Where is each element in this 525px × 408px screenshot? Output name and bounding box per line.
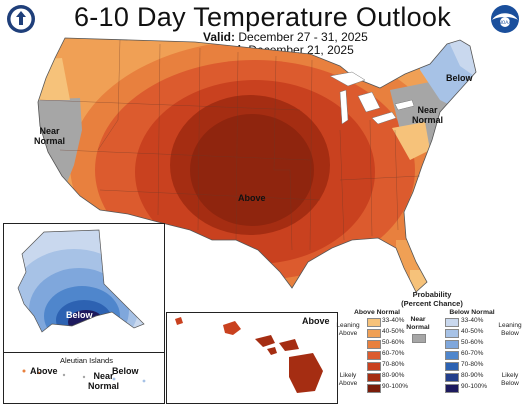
legend-below-swatch <box>445 351 459 360</box>
map-label-above-aleutian: Above <box>30 366 58 376</box>
legend-above-bin-label: 50-60% <box>382 339 405 346</box>
legend-above-bin-label: 40-50% <box>382 328 405 335</box>
legend-above-bin-label: 60-70% <box>382 350 405 357</box>
legend-leaning-below: Leaning Below <box>498 322 522 337</box>
legend-above-header: Above Normal <box>353 309 401 316</box>
map-label-near-normal-aleutian: Near Normal <box>88 371 120 391</box>
map-label-below-northeast: Below <box>446 73 473 83</box>
valid-label: Valid: <box>203 30 236 44</box>
legend: Probability (Percent Chance) Above Norma… <box>336 290 525 405</box>
legend-below-bin-label: 90-100% <box>461 383 488 390</box>
hawaii-map <box>175 317 323 393</box>
hawaii-inset <box>166 312 338 404</box>
legend-above-swatch <box>367 373 381 382</box>
aleutian-map <box>22 369 146 383</box>
legend-above-bin-label: 33-40% <box>382 317 405 324</box>
alaska-inset <box>3 223 165 353</box>
noaa-logo-icon: NOAA <box>491 5 519 33</box>
legend-below-bin-label: 40-50% <box>461 328 484 335</box>
legend-above-bin-label: 80-90% <box>382 372 405 379</box>
legend-below-swatch <box>445 318 459 327</box>
legend-below-bin-label: 60-70% <box>461 350 484 357</box>
map-label-near-normal-northeast: Near Normal <box>412 105 444 125</box>
legend-above-swatch <box>367 362 381 371</box>
legend-above-bin-label: 90-100% <box>382 383 409 390</box>
legend-below-swatch <box>445 384 459 393</box>
legend-above-swatch <box>367 340 381 349</box>
doc-seal-icon <box>7 5 35 33</box>
map-label-aleutian-islands: Aleutian Islands <box>60 356 113 365</box>
map-title: 6-10 Day Temperature Outlook <box>73 2 452 32</box>
legend-likely-below: Likely Below <box>501 372 519 387</box>
map-label-near-normal-west: Near Normal <box>34 126 66 146</box>
valid-dates: December 27 - 31, 2025 <box>238 30 368 44</box>
legend-title: Probability (Percent Chance) <box>401 290 463 308</box>
legend-below-swatch <box>445 329 459 338</box>
legend-below-swatch <box>445 373 459 382</box>
legend-above-bin-label: 70-80% <box>382 361 405 368</box>
alaska-map <box>17 229 145 333</box>
legend-below-bin-label: 50-60% <box>461 339 484 346</box>
legend-below-bin-label: 33-40% <box>461 317 484 324</box>
legend-near-swatch <box>412 334 426 343</box>
legend-below-bin-label: 70-80% <box>461 361 484 368</box>
legend-likely-above: Likely Above <box>338 372 358 387</box>
map-label-above-hawaii: Above <box>302 316 330 326</box>
map-label-above-center: Above <box>238 193 266 203</box>
legend-above-swatch <box>367 329 381 338</box>
legend-leaning-above: Leaning Above <box>336 322 360 337</box>
legend-above-swatch <box>367 384 381 393</box>
legend-near-header: Near Normal <box>406 316 430 331</box>
legend-above-swatch <box>367 351 381 360</box>
legend-below-header: Below Normal <box>449 309 495 316</box>
legend-above-swatch <box>367 318 381 327</box>
legend-below-swatch <box>445 340 459 349</box>
legend-below-swatch <box>445 362 459 371</box>
map-label-below-aleutian: Below <box>112 366 139 376</box>
legend-below-bin-label: 80-90% <box>461 372 484 379</box>
map-label-below-alaska: Below <box>66 310 93 320</box>
valid-line: Valid: December 27 - 31, 2025 <box>203 30 368 44</box>
noaa-logo-text: NOAA <box>498 20 512 26</box>
aleutian-inset <box>3 352 165 404</box>
